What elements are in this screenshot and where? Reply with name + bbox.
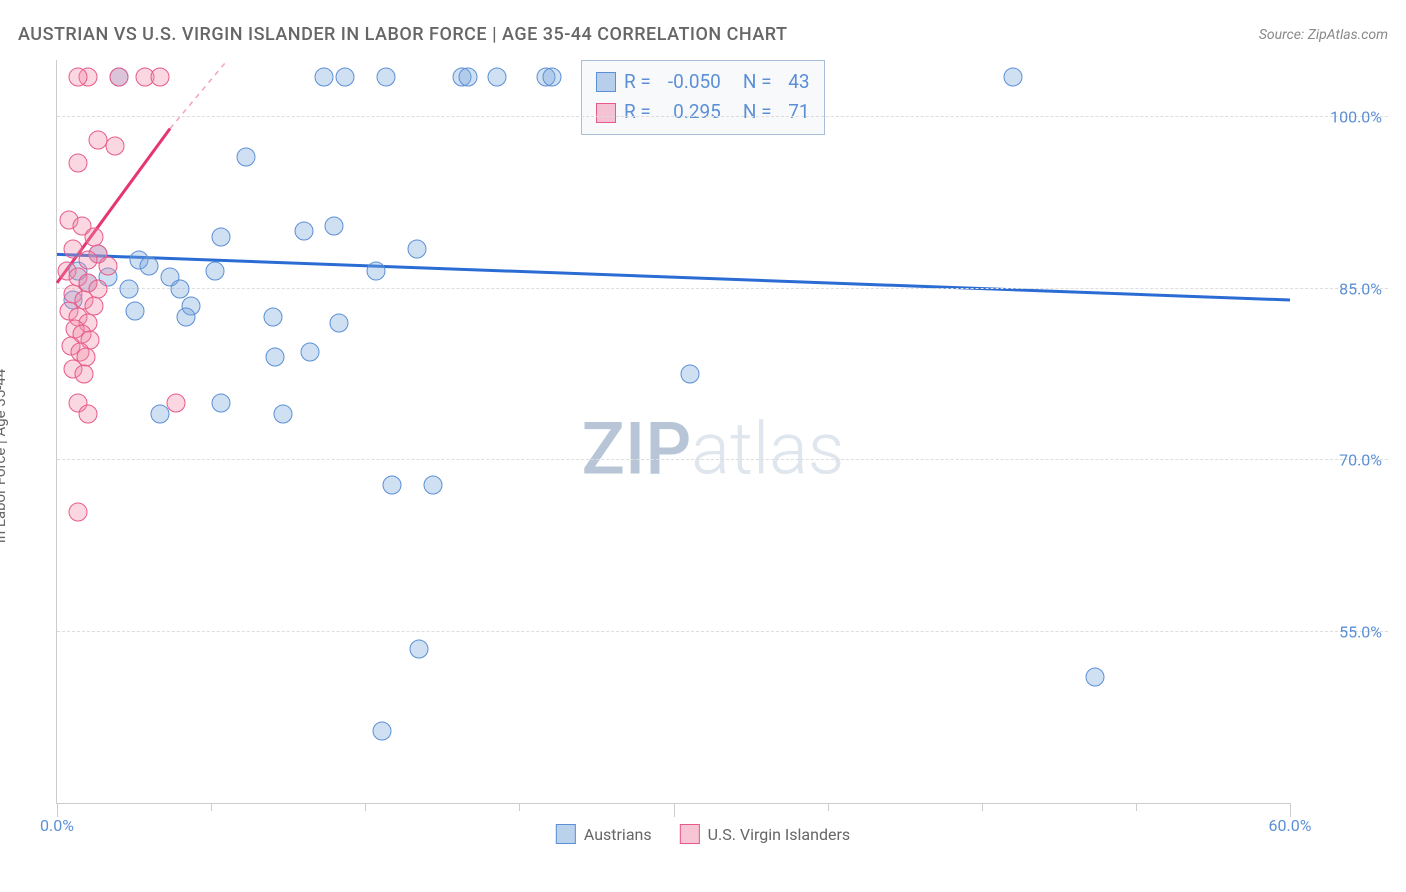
- stats-box: R = -0.050 N = 43 R = 0.295 N = 71: [581, 60, 825, 135]
- stats-swatch: [596, 72, 616, 92]
- gridline: [57, 288, 1388, 289]
- scatter-point: [105, 136, 124, 155]
- scatter-point: [1003, 68, 1022, 87]
- y-tick-label: 100.0%: [1330, 108, 1382, 127]
- gridline: [57, 459, 1388, 460]
- legend-item: U.S. Virgin Islanders: [680, 824, 851, 844]
- scatter-point: [274, 405, 293, 424]
- scatter-point: [329, 313, 348, 332]
- y-tick-label: 70.0%: [1339, 451, 1382, 470]
- x-tick: [365, 803, 366, 811]
- x-tick-major: [1290, 803, 1291, 817]
- scatter-point: [99, 256, 118, 275]
- scatter-point: [376, 68, 395, 87]
- scatter-point: [680, 365, 699, 384]
- scatter-point: [1085, 668, 1104, 687]
- y-axis-title: In Labor Force | Age 35-44: [0, 369, 9, 543]
- stats-r-label: R =: [624, 97, 651, 127]
- scatter-point: [119, 279, 138, 298]
- gridline: [57, 116, 1388, 117]
- stats-row: R = -0.050 N = 43: [596, 67, 810, 97]
- scatter-point: [78, 405, 97, 424]
- scatter-point: [68, 68, 87, 87]
- stats-r-value: 0.295: [659, 97, 721, 127]
- scatter-point: [382, 476, 401, 495]
- scatter-point: [150, 405, 169, 424]
- legend-label: U.S. Virgin Islanders: [708, 825, 851, 844]
- chart-source: Source: ZipAtlas.com: [1259, 27, 1388, 43]
- stats-n-value: 43: [780, 67, 810, 97]
- scatter-point: [407, 239, 426, 258]
- stats-n-value: 71: [780, 97, 810, 127]
- x-tick: [982, 803, 983, 811]
- scatter-point: [212, 393, 231, 412]
- stats-swatch: [596, 103, 616, 123]
- scatter-point: [78, 251, 97, 270]
- scatter-point: [325, 216, 344, 235]
- scatter-point: [294, 222, 313, 241]
- scatter-point: [237, 148, 256, 167]
- scatter-point: [74, 365, 93, 384]
- legend-swatch: [680, 824, 700, 844]
- legend-label: Austrians: [584, 825, 652, 844]
- scatter-point: [68, 502, 87, 521]
- scatter-point: [212, 228, 231, 247]
- stats-r-label: R =: [624, 67, 651, 97]
- scatter-point: [68, 153, 87, 172]
- stats-n-label: N =: [743, 67, 772, 97]
- x-tick: [828, 803, 829, 811]
- legend-swatch: [556, 824, 576, 844]
- scatter-point: [372, 722, 391, 741]
- legend: Austrians U.S. Virgin Islanders: [556, 824, 850, 844]
- x-tick-label: 0.0%: [40, 816, 74, 835]
- x-tick-label: 60.0%: [1269, 816, 1312, 835]
- stats-row: R = 0.295 N = 71: [596, 97, 810, 127]
- y-tick-label: 85.0%: [1339, 279, 1382, 298]
- scatter-point: [167, 393, 186, 412]
- x-tick-major: [674, 803, 675, 817]
- scatter-point: [126, 302, 145, 321]
- scatter-point: [459, 68, 478, 87]
- scatter-point: [366, 262, 385, 281]
- scatter-point: [150, 68, 169, 87]
- scatter-point: [84, 228, 103, 247]
- x-tick: [1136, 803, 1137, 811]
- x-tick-major: [57, 803, 58, 817]
- chart-header: AUSTRIAN VS U.S. VIRGIN ISLANDER IN LABO…: [18, 24, 1388, 45]
- scatter-point: [300, 342, 319, 361]
- scatter-point: [206, 262, 225, 281]
- x-tick: [519, 803, 520, 811]
- x-tick: [211, 803, 212, 811]
- chart-container: In Labor Force | Age 35-44 ZIPatlas R =-…: [18, 60, 1388, 852]
- scatter-point: [409, 639, 428, 658]
- plot-area: ZIPatlas R =-0.050N =43R =0.295N =71 55.…: [56, 60, 1290, 804]
- y-tick-label: 55.0%: [1339, 622, 1382, 641]
- scatter-point: [335, 68, 354, 87]
- gridline: [57, 631, 1388, 632]
- scatter-point: [84, 296, 103, 315]
- scatter-point: [140, 256, 159, 275]
- scatter-point: [265, 348, 284, 367]
- stats-r-value: -0.050: [659, 67, 721, 97]
- scatter-point: [171, 279, 190, 298]
- scatter-point: [487, 68, 506, 87]
- legend-item: Austrians: [556, 824, 652, 844]
- scatter-point: [424, 476, 443, 495]
- chart-title: AUSTRIAN VS U.S. VIRGIN ISLANDER IN LABO…: [18, 24, 787, 45]
- scatter-point: [109, 68, 128, 87]
- scatter-point: [263, 308, 282, 327]
- scatter-point: [177, 308, 196, 327]
- trend-lines: [57, 60, 1290, 803]
- scatter-point: [315, 68, 334, 87]
- stats-n-label: N =: [743, 97, 772, 127]
- scatter-point: [543, 68, 562, 87]
